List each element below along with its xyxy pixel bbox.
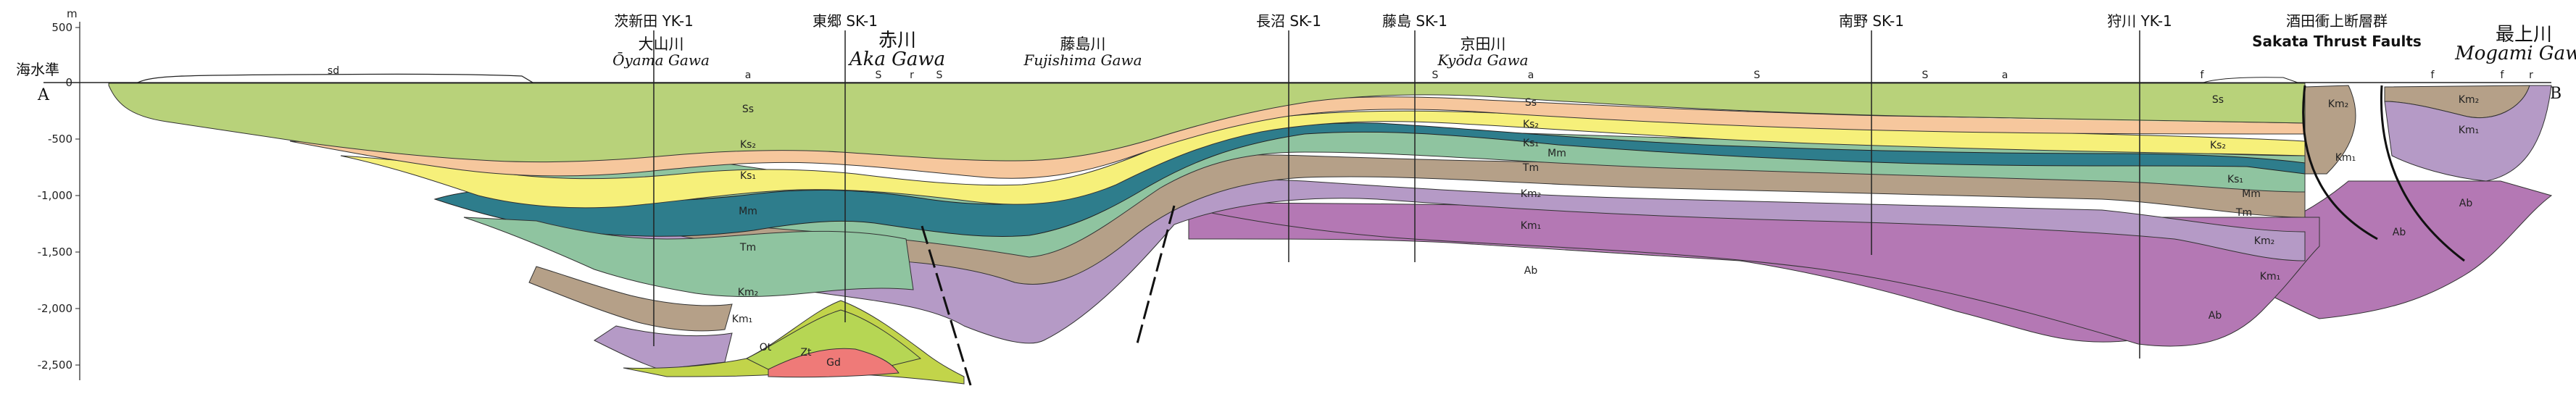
unit-label-mm-e: Mm <box>2242 188 2261 200</box>
unit-label-zt: Zt <box>800 347 812 359</box>
unit-label-tm-e: Tm <box>2235 207 2252 219</box>
surface-f-2: f <box>2431 70 2435 81</box>
unit-label-ks2-w: Ks₂ <box>740 139 756 151</box>
unit-label-ot: Ot <box>760 342 772 353</box>
unit-label-ks1-w: Ks₁ <box>740 170 756 182</box>
tick-label-500: 500 <box>51 21 72 34</box>
labels: 海水準 A B 茨新田 YK-1 東郷 SK-1 長沼 SK-1 藤島 SK-1… <box>16 12 2576 369</box>
surface-sd: sd <box>328 65 339 77</box>
fault-4 <box>2380 85 2465 262</box>
unit-label-km2-e: Km₂ <box>2254 235 2274 247</box>
surface-a-2: a <box>1528 70 1534 81</box>
surface-r-2: r <box>2529 70 2533 81</box>
unit-label-km2-slice: Km₂ <box>2328 98 2348 110</box>
river-aka-jp: 赤川 <box>878 30 916 51</box>
unit-label-km1-far: Km₁ <box>2459 125 2479 136</box>
well-label-fujishima: 藤島 SK-1 <box>1382 12 1447 30</box>
unit-label-ab-e: Ab <box>2209 310 2222 322</box>
surface-r-1: r <box>910 70 914 81</box>
sea-level-label: 海水準 <box>16 61 59 78</box>
unit-label-ss-c: Ss <box>1525 97 1537 109</box>
unit-gd <box>768 348 899 378</box>
unit-label-tm-w: Tm <box>739 242 756 253</box>
tick-label-m2000: -2,000 <box>38 302 72 315</box>
hill-right <box>2203 77 2298 83</box>
surface <box>43 73 2551 83</box>
river-oyama-romaji: Ōyama Gawa <box>612 51 710 69</box>
end-b: B <box>2550 85 2562 103</box>
tick-label-0: 0 <box>65 76 72 89</box>
surface-s-5: S <box>1922 70 1929 81</box>
fault-group-jp: 酒田衝上断層群 <box>2286 12 2388 30</box>
well-label-karikawa: 狩川 YK-1 <box>2107 12 2172 30</box>
unit-label-km1-slice: Km₁ <box>2335 152 2356 164</box>
unit-m: m <box>67 7 78 20</box>
unit-label-km2-w: Km₂ <box>738 287 758 298</box>
tick-label-m1500: -1,500 <box>38 246 72 259</box>
river-fujishima-romaji: Fujishima Gawa <box>1023 51 1142 69</box>
surface-f-1: f <box>2201 70 2205 81</box>
unit-km1-west <box>594 325 733 370</box>
unit-label-tm-c: Tm <box>1522 162 1539 174</box>
unit-label-km2-far: Km₂ <box>2459 94 2479 106</box>
unit-label-mm-w: Mm <box>739 206 757 217</box>
fault-lines <box>921 85 2465 388</box>
unit-label-km2-c: Km₂ <box>1521 188 1541 200</box>
unit-label-km1-c: Km₁ <box>1521 220 1541 232</box>
unit-label-mm-c: Mm <box>1547 148 1566 159</box>
surface-s-3: S <box>1432 70 1439 81</box>
tick-label-m2500: -2,500 <box>38 359 72 372</box>
unit-label-km1-w: Km₁ <box>732 314 752 325</box>
end-a: A <box>37 86 50 104</box>
unit-label-ks1-c: Ks₁ <box>1523 138 1539 149</box>
surface-a-3: a <box>2002 70 2008 81</box>
river-oyama-jp: 大山川 <box>639 35 684 53</box>
unit-label-ab-c: Ab <box>1524 265 1538 277</box>
sand-dune <box>137 73 535 83</box>
unit-label-ks2-e: Ks₂ <box>2210 140 2226 151</box>
unit-label-ab-far: Ab <box>2459 198 2473 209</box>
unit-label-ab-slice: Ab <box>2393 227 2406 238</box>
unit-label-ss-e: Ss <box>2212 94 2224 106</box>
well-label-minamino: 南野 SK-1 <box>1839 12 1904 30</box>
well-lines <box>653 30 2140 359</box>
surface-s-2: S <box>936 70 943 81</box>
unit-tm-west <box>463 217 914 298</box>
surface-s-1: S <box>876 70 882 81</box>
surface-s-4: S <box>1754 70 1761 81</box>
river-kyoda-romaji: Kyōda Gawa <box>1437 51 1528 69</box>
unit-label-ks2-c: Ks₂ <box>1523 119 1539 130</box>
river-mogami-jp: 最上川 <box>2496 24 2552 46</box>
fault-group-en: Sakata Thrust Faults <box>2252 33 2422 50</box>
unit-km2-west <box>528 266 733 332</box>
strata <box>108 83 2553 385</box>
well-label-togo: 東郷 SK-1 <box>813 12 878 30</box>
unit-label-km1-e: Km₁ <box>2260 271 2280 282</box>
tick-label-m1000: -1,000 <box>38 189 72 202</box>
surface-f-3: f <box>2501 70 2505 81</box>
unit-km1-far-east <box>2384 85 2552 182</box>
well-label-naganuma: 長沼 SK-1 <box>1256 12 1321 30</box>
river-mogami-romaji: Mogami Gawa <box>2454 43 2576 64</box>
unit-ss <box>108 83 2306 163</box>
unit-label-ks1-e: Ks₁ <box>2227 174 2243 185</box>
river-aka-romaji: Aka Gawa <box>848 49 945 70</box>
river-fujishima-jp: 藤島川 <box>1060 35 1106 53</box>
tick-label-m500: -500 <box>48 133 72 146</box>
depth-axis: m 500 -500 -1,000 -1,500 -2,000 -2,500 <box>38 7 80 380</box>
river-kyoda-jp: 京田川 <box>1461 35 1506 53</box>
unit-km2-east-slice <box>2304 85 2356 175</box>
surface-a-1: a <box>745 70 752 81</box>
fault-3 <box>2302 85 2378 240</box>
unit-label-ss-w: Ss <box>742 104 754 115</box>
fault-1 <box>921 225 973 388</box>
unit-label-gd: Gd <box>826 357 841 369</box>
well-label-ibarashinden: 茨新田 YK-1 <box>614 12 694 30</box>
